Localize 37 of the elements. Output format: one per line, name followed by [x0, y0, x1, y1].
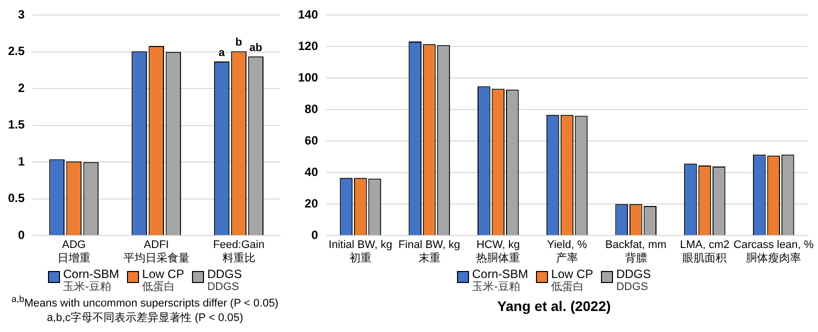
y-tick-label: 20 — [304, 196, 318, 210]
x-tick-label: Yield, % 产率 — [547, 239, 588, 264]
y-tick-label: 80 — [304, 102, 318, 116]
y-tick-label: 120 — [298, 39, 318, 53]
legend-label: DDGS DDGS — [616, 267, 651, 294]
y-tick-label: 100 — [298, 70, 318, 84]
x-tick-label: Feed:Gain 料重比 — [213, 239, 264, 264]
x-tick-label: Backfat, mm 背膘 — [605, 239, 666, 264]
text: a,b,c字母不同表示差异显著性 (P < 0.05) — [46, 310, 244, 325]
y-tick-label: 1 — [18, 154, 25, 168]
text: Yang et al. (2022) — [496, 298, 612, 314]
x-tick-label: Initial BW, kg 初重 — [328, 239, 392, 264]
x-tick-label: LMA, cm2 眼肌面积 — [680, 239, 730, 264]
y-tick-label: 0 — [311, 228, 318, 242]
legend-label: Corn-SBM 玉米-豆粕 — [63, 267, 120, 294]
y-tick-label: 40 — [304, 164, 318, 179]
data-label: a — [218, 47, 226, 60]
data-label: b — [235, 36, 242, 49]
x-tick-label: HCW, kg 热胴体重 — [476, 239, 520, 264]
legend-label: Low CP 低蛋白 — [142, 267, 184, 294]
y-tick-label: 2.5 — [8, 44, 25, 58]
x-tick-label: ADG 日增重 — [57, 239, 90, 264]
x-tick-label: Carcass lean, % 胴体瘦肉率 — [734, 239, 814, 264]
y-tick-label: 0 — [18, 228, 25, 242]
legend-label: Corn-SBM 玉米-豆粕 — [472, 267, 528, 294]
x-tick-label: Final BW, kg 末重 — [398, 239, 460, 264]
y-tick-label: 1.5 — [8, 118, 25, 132]
data-label: ab — [249, 42, 263, 54]
x-tick-label: ADFI 平均日采食量 — [123, 239, 190, 264]
y-tick-label: 60 — [304, 133, 318, 148]
legend-label: DDGS DDGS — [207, 267, 242, 294]
legend-label: Low CP 低蛋白 — [551, 267, 594, 294]
y-tick-label: 0.5 — [8, 191, 25, 206]
y-tick-label: 140 — [298, 8, 318, 22]
y-tick-label: 3 — [18, 8, 25, 22]
text: $^{a,b}$Means with uncommon superscripts differ (P < 0.05) — [10, 294, 280, 310]
y-tick-label: 2 — [18, 80, 25, 95]
